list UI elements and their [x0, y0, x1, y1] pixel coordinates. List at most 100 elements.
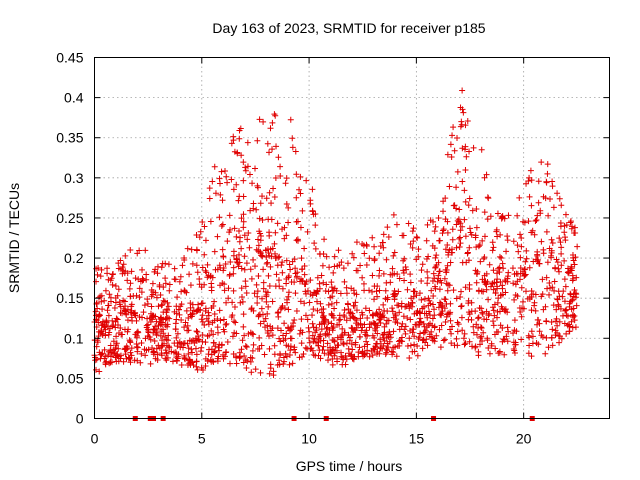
- data-point: [312, 245, 319, 252]
- data-point: [568, 267, 575, 274]
- data-point: [299, 277, 306, 284]
- data-point: [148, 303, 155, 310]
- data-point: [544, 170, 551, 177]
- data-point: [489, 239, 496, 246]
- data-point: [142, 247, 149, 254]
- data-point: [462, 284, 469, 291]
- data-point: [240, 218, 247, 225]
- data-point: [481, 254, 488, 261]
- data-point: [464, 117, 471, 124]
- data-point: [105, 323, 112, 330]
- data-point: [356, 333, 363, 340]
- data-point: [223, 320, 230, 327]
- data-point: [184, 322, 191, 329]
- data-point: [432, 263, 439, 270]
- data-point: [304, 228, 311, 235]
- data-point: [282, 350, 289, 357]
- data-point: [478, 288, 485, 295]
- data-point: [396, 309, 403, 316]
- data-point: [117, 324, 124, 331]
- data-point: [103, 358, 110, 365]
- data-point: [357, 321, 364, 328]
- data-point: [187, 304, 194, 311]
- data-point: [283, 200, 290, 207]
- data-point: [152, 329, 159, 336]
- data-point: [570, 311, 577, 318]
- data-point: [277, 173, 284, 180]
- data-point: [287, 266, 294, 273]
- data-point: [552, 318, 559, 325]
- data-point: [424, 268, 431, 275]
- data-point: [542, 350, 549, 357]
- data-point: [458, 314, 465, 321]
- data-point: [272, 250, 279, 257]
- data-point: [444, 311, 451, 318]
- data-point: [540, 306, 547, 313]
- data-point: [331, 253, 338, 260]
- data-point: [194, 269, 201, 276]
- data-point: [423, 324, 430, 331]
- data-point: [115, 260, 122, 267]
- data-point: [217, 317, 224, 324]
- data-point: [238, 346, 245, 353]
- data-point: [381, 323, 388, 330]
- data-point: [238, 215, 245, 222]
- data-point: [435, 304, 442, 311]
- data-point: [285, 273, 292, 280]
- data-point: [126, 355, 133, 362]
- data-point: [339, 331, 346, 338]
- data-point: [400, 267, 407, 274]
- data-point: [505, 328, 512, 335]
- x-tick-label: 10: [301, 431, 317, 447]
- data-point: [156, 283, 163, 290]
- data-point: [351, 302, 358, 309]
- data-point: [543, 274, 550, 281]
- data-point: [437, 344, 444, 351]
- data-point: [323, 325, 330, 332]
- data-point: [492, 345, 499, 352]
- data-point: [385, 331, 392, 338]
- data-point: [460, 109, 467, 116]
- data-point: [556, 318, 563, 325]
- data-point: [264, 327, 271, 334]
- data-point: [469, 207, 476, 214]
- data-point: [561, 276, 568, 283]
- data-point: [227, 226, 234, 233]
- data-point: [520, 218, 527, 225]
- data-point: [484, 337, 491, 344]
- data-point: [406, 355, 413, 362]
- data-point: [152, 323, 159, 330]
- data-point: [98, 292, 105, 299]
- data-point: [571, 261, 578, 268]
- data-point: [534, 251, 541, 258]
- data-point: [540, 193, 547, 200]
- data-point: [424, 274, 431, 281]
- data-point: [440, 208, 447, 215]
- data-point: [221, 328, 228, 335]
- data-point: [249, 180, 256, 187]
- data-point: [323, 281, 330, 288]
- data-point: [472, 343, 479, 350]
- data-point: [243, 364, 250, 371]
- data-point: [275, 277, 282, 284]
- data-point: [171, 265, 178, 272]
- data-point: [158, 302, 165, 309]
- data-point: [275, 309, 282, 316]
- data-point: [448, 330, 455, 337]
- data-point: [259, 253, 266, 260]
- data-point: [248, 369, 255, 376]
- data-point: [572, 229, 579, 236]
- data-points: [91, 87, 581, 379]
- data-point: [386, 328, 393, 335]
- data-point: [277, 163, 284, 170]
- data-point: [530, 291, 537, 298]
- data-point: [280, 361, 287, 368]
- data-point: [157, 316, 164, 323]
- data-point: [428, 334, 435, 341]
- data-point: [230, 186, 237, 193]
- data-point: [535, 341, 542, 348]
- data-point: [563, 312, 570, 319]
- data-point: [425, 253, 432, 260]
- data-point: [182, 356, 189, 363]
- data-point: [136, 285, 143, 292]
